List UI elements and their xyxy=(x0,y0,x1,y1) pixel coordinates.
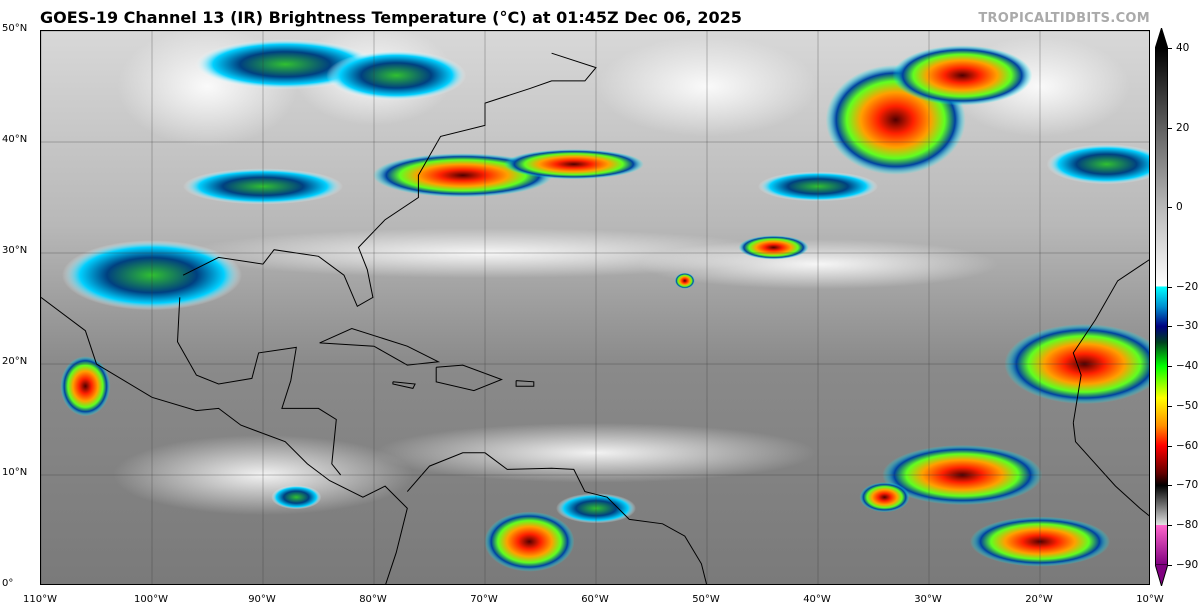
cloud-feature xyxy=(484,511,575,572)
coastline xyxy=(406,452,708,584)
coastline xyxy=(176,297,342,476)
colorbar-tick-label: −20 xyxy=(1176,280,1199,293)
colorbar-tick-mark xyxy=(1168,445,1172,447)
cloud-feature xyxy=(738,235,809,260)
longitude-label: 110°W xyxy=(23,594,57,605)
cloud-feature xyxy=(674,272,695,289)
latitude-label: 0° xyxy=(2,578,14,589)
longitude-label: 30°W xyxy=(914,594,942,605)
coastline xyxy=(435,364,503,392)
satellite-map xyxy=(40,30,1150,585)
latitude-label: 40°N xyxy=(2,134,28,145)
colorbar-min-arrow xyxy=(1155,564,1168,586)
longitude-label: 20°W xyxy=(1025,594,1053,605)
colorbar-tick-label: −50 xyxy=(1176,399,1199,412)
colorbar-tick-mark xyxy=(1168,127,1172,129)
coastline xyxy=(1072,259,1149,423)
colorbar-tick-label: −60 xyxy=(1176,439,1199,452)
colorbar-tick-label: −40 xyxy=(1176,360,1199,373)
ir-imagery xyxy=(41,31,1149,584)
cloud-feature xyxy=(60,356,111,417)
latitude-label: 30°N xyxy=(2,245,28,256)
credit-watermark: TROPICALTIDBITS.COM xyxy=(978,11,1150,26)
colorbar-tick-mark xyxy=(1168,366,1172,368)
coastline xyxy=(392,381,416,389)
cloud-feature xyxy=(326,50,467,101)
colorbar-tick-mark xyxy=(1168,485,1172,487)
colorbar-tick-mark xyxy=(1168,525,1172,527)
colorbar-tick-mark xyxy=(1168,565,1172,566)
latitude-label: 50°N xyxy=(2,23,28,34)
colorbar xyxy=(1155,48,1168,565)
longitude-label: 40°W xyxy=(803,594,831,605)
colorbar-tick-label: −80 xyxy=(1176,519,1199,532)
latitude-label: 10°N xyxy=(2,467,28,478)
longitude-label: 100°W xyxy=(134,594,168,605)
longitude-label: 80°W xyxy=(359,594,387,605)
colorbar-tick-mark xyxy=(1168,405,1172,407)
longitude-label: 50°W xyxy=(692,594,720,605)
colorbar-tick-label: −70 xyxy=(1176,479,1199,492)
cloud-feature xyxy=(1046,144,1149,185)
colorbar-tick-label: 20 xyxy=(1176,121,1190,134)
colorbar-tick-label: 40 xyxy=(1176,42,1190,54)
coastline xyxy=(182,52,597,308)
cloud-feature xyxy=(892,45,1033,106)
longitude-label: 10°W xyxy=(1136,594,1164,605)
coastline xyxy=(41,297,408,584)
colorbar-tick-label: −90 xyxy=(1176,559,1199,571)
cloud-feature xyxy=(859,482,910,513)
colorbar-tick-label: 0 xyxy=(1176,201,1183,214)
colorbar-tick-mark xyxy=(1168,48,1172,49)
colorbar-tick-mark xyxy=(1168,286,1172,288)
coastline xyxy=(515,380,535,387)
colorbar-tick-mark xyxy=(1168,326,1172,328)
colorbar-max-arrow xyxy=(1155,28,1168,49)
colorbar-tick-label: −30 xyxy=(1176,320,1199,333)
cloud-feature xyxy=(271,485,322,510)
latitude-label: 20°N xyxy=(2,356,28,367)
longitude-label: 70°W xyxy=(470,594,498,605)
map-title: GOES-19 Channel 13 (IR) Brightness Tempe… xyxy=(40,8,742,27)
cloud-feature xyxy=(503,149,644,180)
longitude-label: 90°W xyxy=(248,594,276,605)
colorbar-tick-mark xyxy=(1168,207,1172,209)
longitude-label: 60°W xyxy=(581,594,609,605)
